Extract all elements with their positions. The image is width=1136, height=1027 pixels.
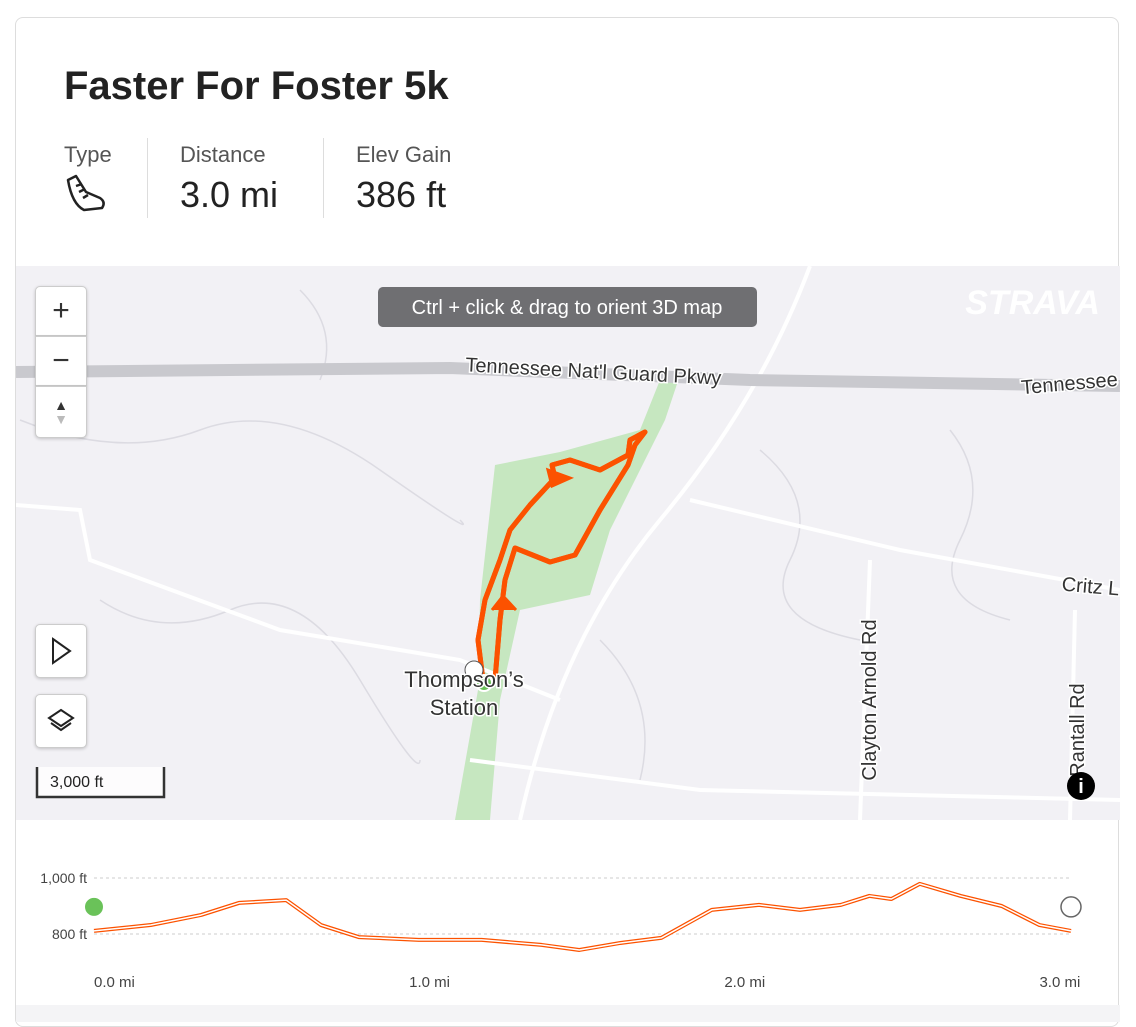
highway [16, 361, 1120, 392]
finish-marker [1060, 896, 1082, 918]
road-label: Clayton Arnold Rd [859, 619, 881, 780]
scale-bar [35, 767, 166, 799]
x-tick-label: 2.0 mi [724, 974, 765, 991]
tooltip-bg [378, 287, 757, 327]
x-tick-label: 1.0 mi [409, 974, 450, 991]
road-label: Rantall Rd [1067, 683, 1089, 776]
route-title: Faster For Foster 5k [64, 64, 449, 108]
route [475, 429, 648, 683]
map[interactable]: Tennessee Nat'l Guard Pkwy Tennessee Cri… [16, 266, 1120, 820]
compass[interactable]: ▲ ▼ [35, 386, 87, 438]
layers-icon [47, 708, 75, 732]
stat-elev: Elev Gain 386 ft [356, 142, 451, 216]
play-button[interactable] [35, 624, 87, 678]
y-tick-label: 1,000 ft [40, 870, 87, 886]
map-labels: Tennessee Nat'l Guard Pkwy Tennessee Cri… [403, 353, 1120, 782]
start-marker [475, 674, 493, 692]
direction-arrows [490, 467, 575, 612]
road-label: Critz L [1061, 574, 1120, 601]
run-icon [66, 174, 105, 212]
zoom-in[interactable]: + [35, 286, 87, 336]
stat-label: Elev Gain [356, 142, 452, 167]
place-label: Thompson’s [404, 667, 523, 692]
footer-strip [16, 1005, 1120, 1022]
zoom-out[interactable]: − [35, 336, 87, 386]
separator [323, 138, 324, 218]
streams [19, 289, 1011, 781]
elevation-line [93, 881, 1072, 952]
elevation-line-inner [93, 883, 1072, 951]
stat-label: Distance [180, 142, 266, 167]
stat-value: 3.0 mi [180, 174, 279, 215]
x-tick-label: 0.0 mi [94, 974, 135, 991]
info-button[interactable] [1067, 772, 1095, 800]
separator [147, 138, 148, 218]
stat-value: 386 ft [356, 174, 447, 215]
stat-type: Type [64, 142, 112, 221]
x-tick-label: 3.0 mi [1039, 974, 1080, 991]
start-marker [83, 895, 105, 918]
tooltip: Ctrl + click & drag to orient 3D map [412, 297, 723, 319]
park [455, 375, 680, 820]
stat-label: Type [64, 142, 112, 167]
stat-distance: Distance 3.0 mi [180, 142, 278, 216]
place-label: Station [430, 695, 499, 720]
play-icon [52, 637, 72, 665]
elevation-chart: 800 ft 1,000 ft 0.0 mi 1.0 mi 2.0 mi 3.0 mi [16, 870, 1120, 1022]
finish-marker [464, 660, 484, 680]
y-tick-label: 800 ft [52, 926, 87, 942]
strava-logo: STRAVA [965, 284, 1100, 322]
info-icon: i [1078, 776, 1084, 798]
layers-button[interactable] [35, 694, 87, 748]
scale-label: 3,000 ft [50, 774, 104, 791]
